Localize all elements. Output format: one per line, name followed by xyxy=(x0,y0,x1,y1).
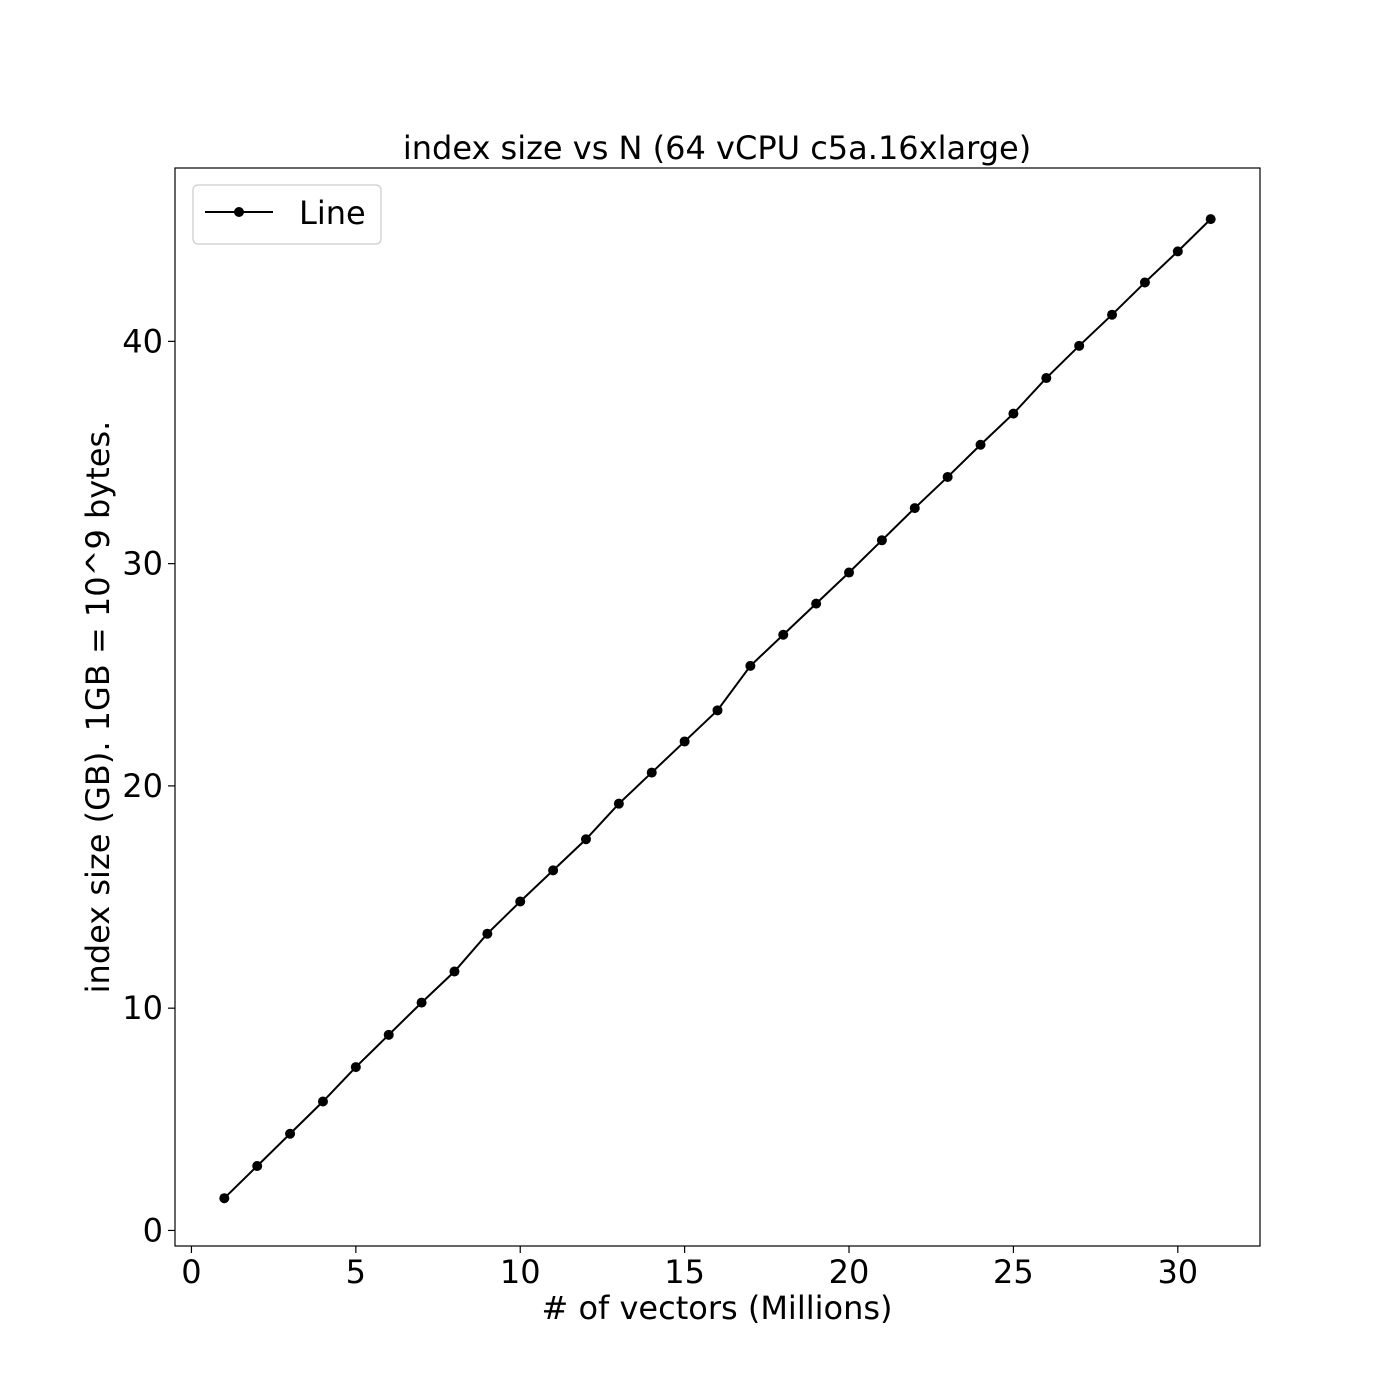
data-point xyxy=(1139,277,1150,288)
data-point xyxy=(449,966,460,977)
data-point xyxy=(482,928,493,939)
data-point xyxy=(252,1160,263,1171)
data-point xyxy=(876,535,887,546)
data-point xyxy=(1041,373,1052,384)
data-point xyxy=(909,503,920,514)
data-point xyxy=(712,705,723,716)
y-tick-label: 0 xyxy=(143,1211,163,1249)
data-point xyxy=(383,1029,394,1040)
data-point xyxy=(219,1193,230,1204)
data-point xyxy=(1074,340,1085,351)
x-axis-label: # of vectors (Millions) xyxy=(541,1289,892,1327)
data-point xyxy=(613,798,624,809)
chart-title: index size vs N (64 vCPU c5a.16xlarge) xyxy=(403,129,1031,167)
y-axis: 0 10 20 30 40 xyxy=(122,322,175,1249)
legend-marker-icon xyxy=(234,207,244,217)
legend: Line xyxy=(192,184,382,245)
x-tick-label: 15 xyxy=(664,1253,705,1291)
data-point xyxy=(285,1128,296,1139)
x-tick-label: 25 xyxy=(993,1253,1034,1291)
data-point xyxy=(317,1096,328,1107)
x-axis: 0 5 10 15 20 25 30 xyxy=(181,1246,1198,1291)
data-point xyxy=(679,736,690,747)
data-point xyxy=(844,567,855,578)
data-point xyxy=(745,660,756,671)
x-tick-label: 10 xyxy=(500,1253,541,1291)
data-point xyxy=(515,896,526,907)
data-point xyxy=(416,997,427,1008)
x-tick-label: 20 xyxy=(829,1253,870,1291)
data-point xyxy=(811,598,822,609)
y-tick-label: 20 xyxy=(122,767,163,805)
data-point xyxy=(1205,214,1216,225)
plot-area: 0 5 10 15 20 25 30 0 10 20 30 40 xyxy=(122,167,1261,1291)
x-tick-label: 30 xyxy=(1157,1253,1198,1291)
data-point xyxy=(350,1062,361,1073)
y-tick-label: 30 xyxy=(122,545,163,583)
data-point xyxy=(1172,246,1183,257)
data-point xyxy=(778,629,789,640)
x-tick-label: 5 xyxy=(346,1253,366,1291)
plot-frame xyxy=(174,167,1261,1247)
data-point xyxy=(646,767,657,778)
series-layer xyxy=(219,214,1216,1204)
data-point xyxy=(548,865,559,876)
legend-label: Line xyxy=(299,194,366,232)
legend-box xyxy=(192,184,382,245)
y-tick-label: 10 xyxy=(122,989,163,1027)
data-point xyxy=(1107,309,1118,320)
data-point xyxy=(1008,408,1019,419)
x-tick-label: 0 xyxy=(181,1253,201,1291)
data-point xyxy=(942,471,953,482)
data-point xyxy=(580,834,591,845)
y-axis-label: index size (GB). 1GB = 10^9 bytes. xyxy=(79,421,117,994)
data-point xyxy=(975,439,986,450)
y-tick-label: 40 xyxy=(122,322,163,360)
